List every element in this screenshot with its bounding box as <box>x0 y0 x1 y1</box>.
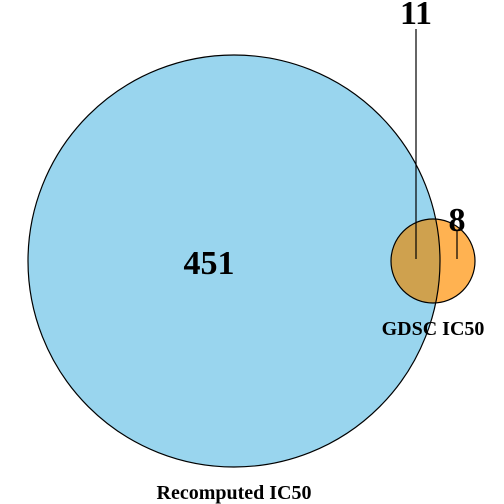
gdsc-only-count: 8 <box>449 202 466 239</box>
recomputed-ic50-label: Recomputed IC50 <box>157 482 312 504</box>
gdsc-ic50-outline <box>390 218 476 304</box>
gdsc-ic50-label: GDSC IC50 <box>382 318 485 340</box>
overlap-count: 11 <box>400 0 432 32</box>
recomputed-ic50-circle <box>28 55 440 467</box>
recomputed-ic50-outline <box>27 54 441 468</box>
recomputed-only-count: 451 <box>184 245 235 282</box>
overlap-region <box>391 219 440 303</box>
